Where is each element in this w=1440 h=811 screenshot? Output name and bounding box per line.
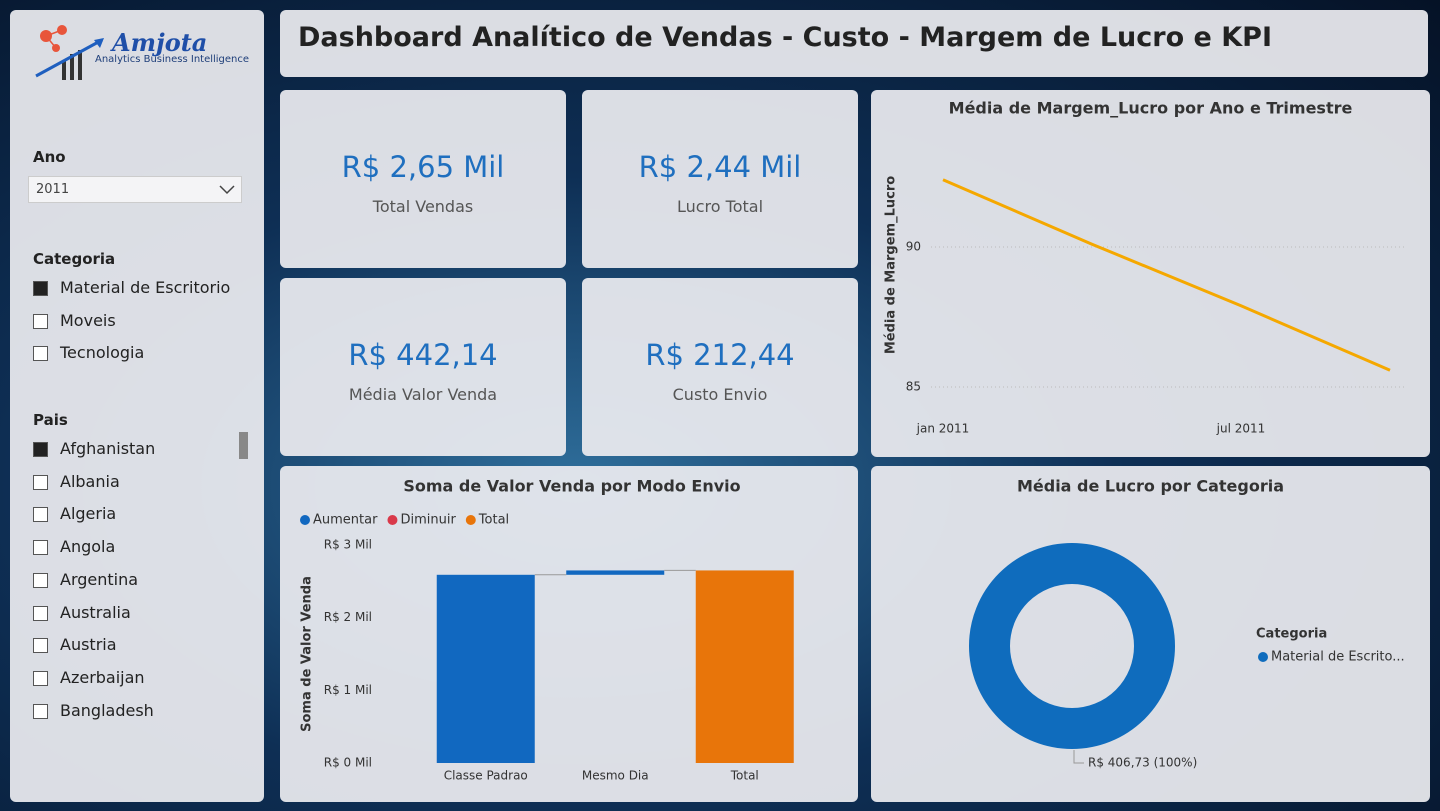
filter-option: Austria (60, 635, 117, 655)
checkbox[interactable] (33, 605, 48, 621)
kpi-value: R$ 442,14 (348, 338, 498, 372)
chart-title: Soma de Valor Venda por Modo Envio (403, 477, 740, 496)
kpi-label: Lucro Total (676, 197, 764, 216)
waterfall-card: Soma de Valor Venda por Modo Envio Aument… (280, 466, 858, 802)
dropdown-value: 2011 (36, 182, 70, 197)
kpi-value: R$ 2,65 Mil (341, 150, 505, 184)
filter-option: Moveis (60, 310, 116, 330)
year-dropdown[interactable]: 2011 (28, 176, 242, 203)
legend-marker (465, 515, 476, 525)
kpi-label: Custo Envio (672, 385, 768, 404)
y-axis-label: Soma de Valor Venda (300, 576, 315, 732)
legend-label: Aumentar (313, 513, 378, 528)
filter-label: Categoria (33, 250, 116, 268)
y-tick-label: R$ 1 Mil (324, 683, 372, 697)
x-tick-label: Classe Padrao (444, 769, 528, 783)
checkbox[interactable] (33, 507, 48, 523)
filter-option: Bangladesh (60, 700, 154, 720)
logo-name: Amjota (112, 28, 208, 57)
filter-option: Material de Escritorio (60, 278, 231, 297)
checkbox[interactable] (33, 313, 48, 329)
y-tick-label: 85 (906, 380, 921, 394)
checkbox[interactable] (33, 281, 48, 296)
dashboard-title: Dashboard Analítico de Vendas - Custo - … (298, 22, 1272, 53)
y-tick-label: R$ 0 Mil (324, 756, 372, 770)
x-tick-label: jan 2011 (916, 422, 970, 436)
legend-marker (387, 515, 398, 525)
filter-label: Pais (33, 411, 68, 429)
checkbox[interactable] (33, 670, 48, 686)
filter-option: Australia (60, 602, 131, 622)
x-tick-label: jul 2011 (1216, 422, 1266, 436)
header: Dashboard Analítico de Vendas - Custo - … (280, 10, 1428, 77)
sidebar: Amjota Analytics Business Intelligence A… (10, 10, 264, 802)
filter-option: Angola (60, 537, 116, 557)
y-tick-label: R$ 3 Mil (324, 538, 372, 552)
x-tick-label: Total (730, 769, 759, 783)
filter-option: Tecnologia (60, 343, 145, 363)
line-card: Média de Margem_Lucro por Ano e Trimestr… (871, 90, 1430, 457)
data-label: R$ 406,73 (100%) (1088, 756, 1197, 770)
donut-slice (969, 543, 1175, 749)
kpi-value: R$ 212,44 (645, 338, 795, 372)
checkbox[interactable] (33, 442, 48, 457)
chart: Média de Margem_Lucro por Ano e Trimestr… (884, 99, 1406, 436)
legend-label: Diminuir (400, 513, 456, 528)
kpi-value: R$ 2,44 Mil (638, 150, 802, 184)
kpi-card: R$ 2,44 Mil Lucro Total (582, 90, 858, 268)
kpi-card: R$ 212,44 Custo Envio (582, 278, 858, 456)
legend-label: Total (478, 513, 509, 528)
kpi-label: Total Vendas (372, 197, 474, 216)
checkbox[interactable] (33, 474, 48, 490)
legend-marker (1258, 652, 1268, 662)
bar (436, 574, 535, 763)
y-tick-label: R$ 2 Mil (324, 610, 372, 624)
kpi-card: R$ 442,14 Média Valor Venda (280, 278, 566, 456)
line-series (942, 178, 1391, 372)
chart: Soma de Valor Venda por Modo Envio Aument… (300, 477, 794, 783)
scrollbar[interactable] (239, 432, 248, 459)
filter-label: Ano (33, 148, 66, 166)
checkbox[interactable] (33, 572, 48, 588)
kpi-card: R$ 2,65 Mil Total Vendas (280, 90, 566, 268)
chevron (219, 185, 235, 195)
y-axis-label: Média de Margem_Lucro (884, 176, 899, 354)
y-tick-label: 90 (906, 240, 921, 254)
logo-icon (35, 25, 104, 80)
legend-title: Categoria (1256, 627, 1327, 642)
chart-title: Média de Lucro por Categoria (1017, 477, 1284, 496)
bar (566, 570, 665, 575)
bar (695, 570, 794, 763)
chart: Média de Lucro por Categoria R$ 406,73 (1… (969, 477, 1405, 770)
x-tick-label: Mesmo Dia (582, 769, 649, 783)
checkbox[interactable] (33, 638, 48, 654)
filter-option: Afghanistan (60, 439, 156, 458)
chart-title: Média de Margem_Lucro por Ano e Trimestr… (949, 99, 1353, 118)
filter-option: Albania (60, 471, 120, 491)
checkbox[interactable] (33, 540, 48, 556)
filter-option: Algeria (60, 504, 117, 524)
logo-tagline: Analytics Business Intelligence (95, 54, 250, 65)
checkbox[interactable] (33, 346, 48, 362)
filter-option: Azerbaijan (60, 667, 145, 687)
filter-option: Argentina (60, 569, 139, 589)
kpi-label: Média Valor Venda (348, 385, 498, 404)
donut-card: Média de Lucro por Categoria R$ 406,73 (1… (871, 466, 1430, 802)
leader-line (1073, 750, 1084, 764)
checkbox[interactable] (33, 703, 48, 719)
legend-marker (300, 515, 310, 525)
legend-label: Material de Escrito... (1271, 650, 1405, 665)
